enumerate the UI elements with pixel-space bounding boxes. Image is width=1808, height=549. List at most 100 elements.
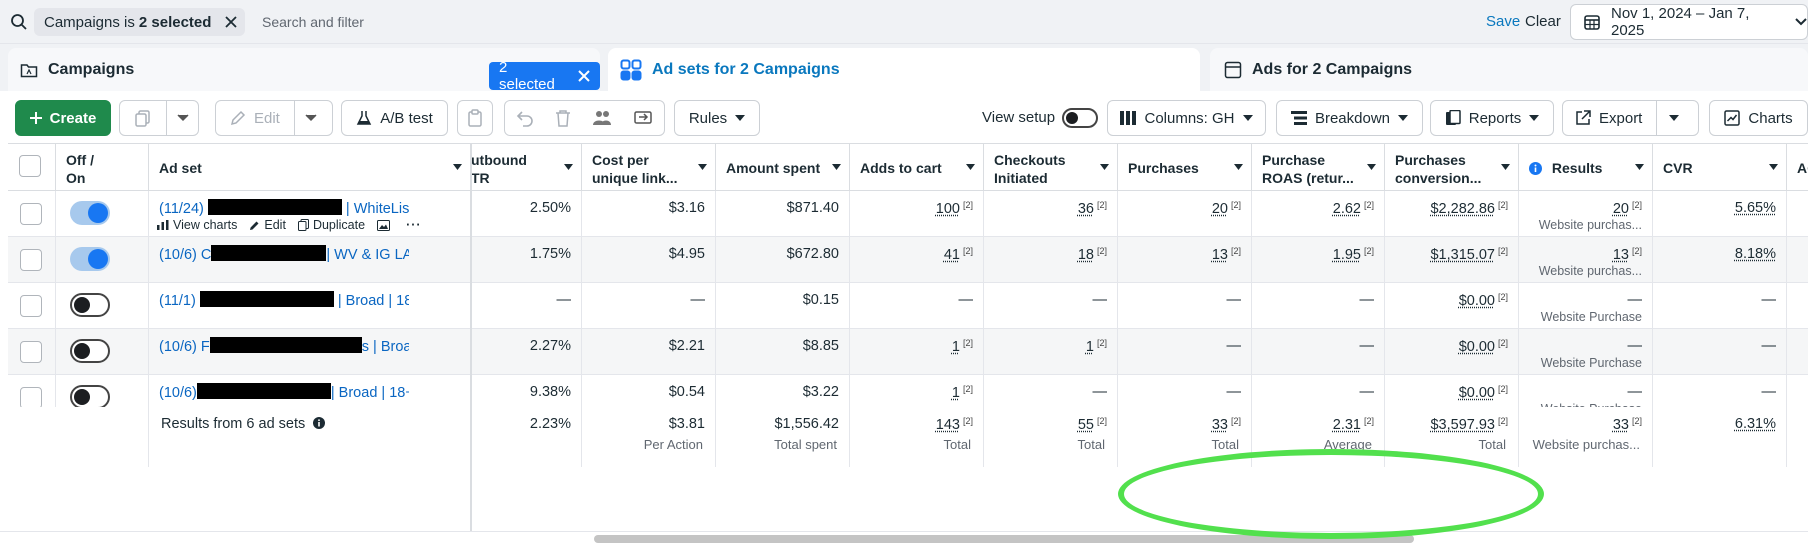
create-button[interactable]: Create [15,100,111,136]
table-row[interactable]: (10/6) C | WV & IG LAA | 1... 1.75% $4.95 $6… [8,237,1808,283]
column-header-cost-per-unique-link[interactable]: Cost per unique link... [582,144,716,190]
plus-icon [29,112,42,124]
trash-icon[interactable] [555,109,571,127]
table-row[interactable]: (10/6) F s | Broad | 18+ | F ... 2.27% $2.2… [8,329,1808,375]
column-header-purchases-conversion-value[interactable]: Purchases conversion... [1385,144,1519,190]
cell-cpu: $4.95 [582,237,716,283]
info-icon[interactable] [313,417,326,429]
ad-set-name-link[interactable]: (10/6) | Broad | 18+ | F | ... [159,383,409,401]
rules-label: Rules [688,109,728,127]
ref-marker: [2] [1631,246,1642,256]
ref-marker: [2] [1497,384,1508,394]
column-header-purchases[interactable]: Purchases [1118,144,1252,190]
people-icon[interactable] [592,109,612,127]
clipboard-button[interactable] [457,100,493,136]
scrollbar-thumb[interactable] [594,535,1414,543]
row-checkbox[interactable] [20,341,42,363]
close-icon[interactable] [223,14,239,30]
duplicate-action[interactable]: Duplicate [297,218,365,232]
column-header-checkouts-initiated[interactable]: Checkouts Initiated [984,144,1118,190]
export-split-button[interactable]: Export [1562,100,1699,136]
cell-atc: 1 [2] [850,375,984,421]
delivery-toggle[interactable] [70,339,110,363]
undo-icon[interactable] [516,109,534,127]
tab-ads[interactable]: Ads for 2 Campaigns [1210,48,1808,91]
export-label: Export [1599,109,1643,127]
delivery-toggle[interactable] [70,247,110,271]
cell-value: $871.40 [786,200,839,216]
column-header-purchase-roas[interactable]: Purchase ROAS (retur... [1252,144,1385,190]
close-icon[interactable] [578,70,590,82]
reports-dropdown[interactable]: Reports [1430,100,1554,136]
chevron-down-icon[interactable] [177,114,189,122]
chevron-down-icon[interactable] [305,114,317,122]
duplicate-split-button[interactable] [119,100,199,136]
caret-down-icon[interactable] [1669,115,1680,121]
cell-ctr: 2.50% [471,191,582,237]
edit-split-button[interactable]: Edit [215,100,333,136]
view-setup-toggle[interactable] [1062,108,1098,128]
tab-campaigns[interactable]: Campaigns 2 selected [8,48,600,93]
save-filter-link[interactable]: Save [1486,13,1521,30]
info-icon[interactable] [1529,162,1542,175]
swap-icon[interactable] [633,109,653,127]
column-header-cvr[interactable]: CVR [1653,144,1787,190]
table-row[interactable]: (11/1) | Broad | 18+ | M/F...——$0.15————… [8,283,1808,329]
search-icon[interactable] [10,13,28,31]
ad-set-name-cell: (11/24) | WhiteList 50% ...View charts Ed… [149,191,471,237]
row-checkbox[interactable] [20,387,42,409]
totals-amount-spent: $1,556.42 Total spent [716,407,850,467]
delivery-toggle[interactable] [70,201,110,225]
image-icon[interactable] [377,219,394,231]
ad-set-name-link[interactable]: (11/24) | WhiteList 50% ... [159,199,409,217]
clear-filter-link[interactable]: Clear [1525,13,1561,30]
row-select-cell [8,329,56,375]
column-header-ad-set[interactable]: Ad set [149,144,471,190]
cell-value: 36 [1077,201,1094,217]
caret-down-icon [832,164,841,170]
ref-marker: [2] [1230,200,1241,210]
column-header-next[interactable]: AC [1787,144,1808,190]
column-header-outbound-ctr[interactable]: utbound TR [471,144,582,190]
date-range-picker[interactable]: Nov 1, 2024 – Jan 7, 2025 [1570,4,1808,40]
cell-value: $672.80 [786,246,839,262]
cell-value: — [1092,292,1108,308]
column-header-adds-to-cart[interactable]: Adds to cart [850,144,984,190]
ab-test-button[interactable]: A/B test [341,100,448,136]
totals-cost-per: $3.81 Per Action [582,407,716,467]
charts-button[interactable]: Charts [1709,100,1808,136]
more-options-icon[interactable]: ··· [406,218,422,232]
ad-set-name-link[interactable]: (10/6) F s | Broad | 18+ | F ... [159,337,409,355]
tab-ad-sets[interactable]: Ad sets for 2 Campaigns [608,48,1200,91]
caret-down-icon [1234,164,1243,170]
delivery-toggle[interactable] [70,385,110,409]
cell-value: 20 [1211,201,1228,217]
cell-pur: — [1118,283,1252,329]
table-row[interactable]: (11/24) | WhiteList 50% ...View charts Ed… [8,191,1808,237]
cell-cvr: — [1653,329,1787,375]
action-button-group [504,100,665,136]
selected-count-pill[interactable]: 2 selected [489,59,600,93]
column-header-off-on[interactable]: Off / On [56,144,149,190]
cell-value: 2.62 [1332,201,1361,217]
ref-marker: [2] [1497,200,1508,210]
tab-strip: Campaigns 2 selected Ad sets for 2 Campa… [0,44,1808,93]
ad-set-name-link[interactable]: (10/6) C | WV & IG LAA | 1... [159,245,409,263]
delivery-toggle[interactable] [70,293,110,317]
column-header-results[interactable]: Results [1519,144,1653,190]
view-charts-action[interactable]: View charts [157,218,237,232]
row-checkbox[interactable] [20,249,42,271]
row-checkbox[interactable] [20,203,42,225]
column-header-amount-spent[interactable]: Amount spent [716,144,850,190]
totals-value: 2.31 [1332,417,1361,433]
rules-dropdown[interactable]: Rules [674,100,760,136]
filter-chip[interactable]: Campaigns is 2 selected [34,8,245,36]
row-checkbox[interactable] [20,295,42,317]
select-all-checkbox[interactable] [19,155,41,177]
ad-set-name-link[interactable]: (11/1) | Broad | 18+ | M/F... [159,291,409,309]
edit-action[interactable]: Edit [249,218,286,232]
cell-value: $3.16 [668,200,705,216]
search-input[interactable] [262,9,1462,35]
breakdown-dropdown[interactable]: Breakdown [1276,100,1423,136]
columns-dropdown[interactable]: Columns: GH [1107,100,1266,136]
